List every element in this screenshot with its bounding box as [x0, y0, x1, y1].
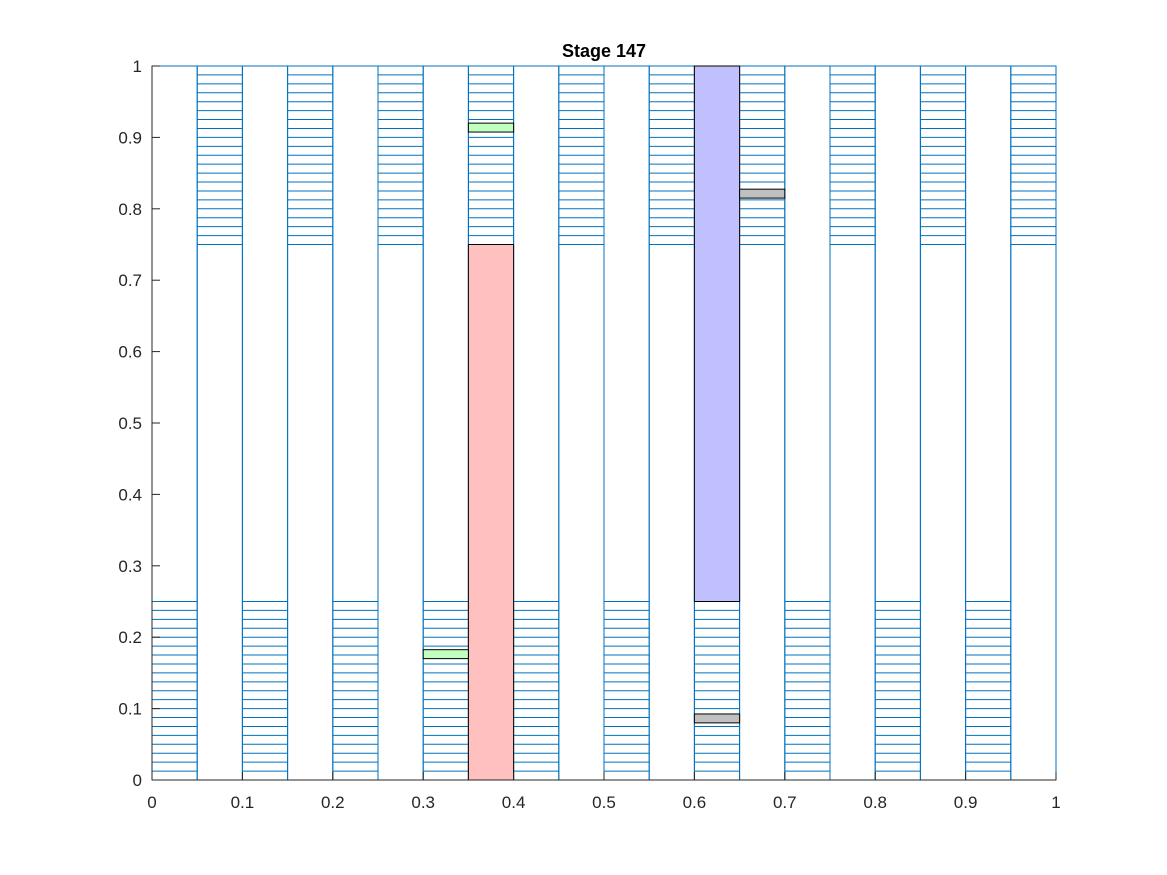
striped-band: [784, 601, 830, 781]
y-tick-label: 0.4: [118, 485, 142, 504]
chart-title: Stage 147: [562, 41, 646, 61]
y-tick-label: 0.6: [118, 343, 142, 362]
striped-band: [739, 65, 785, 245]
y-tick-label: 0.3: [118, 557, 142, 576]
striped-band: [287, 65, 333, 245]
y-tick-label: 0.9: [118, 128, 142, 147]
y-tick-label: 0: [133, 771, 142, 790]
striped-band: [378, 65, 424, 245]
x-tick-label: 0.5: [592, 793, 616, 812]
x-tick-label: 0: [147, 793, 156, 812]
filled-block: [467, 244, 515, 781]
striped-band: [468, 65, 514, 245]
striped-band: [332, 601, 378, 781]
striped-band: [197, 65, 243, 245]
x-tick-label: 0.9: [954, 793, 978, 812]
marker-block: [739, 188, 786, 199]
striped-band: [1010, 65, 1056, 245]
x-tick-label: 0.4: [502, 793, 526, 812]
axes: 0 0.1 0.2 0.3 0.4 0.5 0.6 0.7 0.8 0.9 1 0 0.1 0.2 0.3 0…: [118, 57, 1060, 812]
striped-band: [920, 65, 966, 245]
y-tick-label: 1: [133, 57, 142, 76]
x-tick-label: 0.3: [411, 793, 435, 812]
plot-area: [151, 65, 1057, 781]
y-tick-label: 0.1: [118, 700, 142, 719]
y-tick-label: 0.2: [118, 628, 142, 647]
striped-band: [604, 601, 650, 781]
striped-band: [152, 601, 198, 781]
striped-band: [558, 65, 604, 245]
x-tick-label: 0.8: [863, 793, 887, 812]
striped-band: [830, 65, 876, 245]
y-tick-label: 0.7: [118, 271, 142, 290]
striped-band: [242, 601, 288, 781]
marker-block: [467, 122, 515, 133]
x-tick-label: 0.1: [231, 793, 255, 812]
x-tick-label: 0.2: [321, 793, 345, 812]
x-tick-label: 1: [1051, 793, 1060, 812]
x-tick-label: 0.7: [773, 793, 797, 812]
striped-band: [423, 601, 469, 781]
marker-block: [693, 713, 741, 724]
y-tick-label: 0.5: [118, 414, 142, 433]
striped-band: [513, 601, 559, 781]
y-tick-label: 0.8: [118, 200, 142, 219]
striped-band: [649, 65, 695, 245]
striped-band: [875, 601, 921, 781]
striped-band: [965, 601, 1011, 781]
filled-block: [693, 65, 741, 602]
striped-band: [694, 601, 740, 781]
marker-block: [422, 649, 469, 660]
x-tick-label: 0.6: [683, 793, 707, 812]
